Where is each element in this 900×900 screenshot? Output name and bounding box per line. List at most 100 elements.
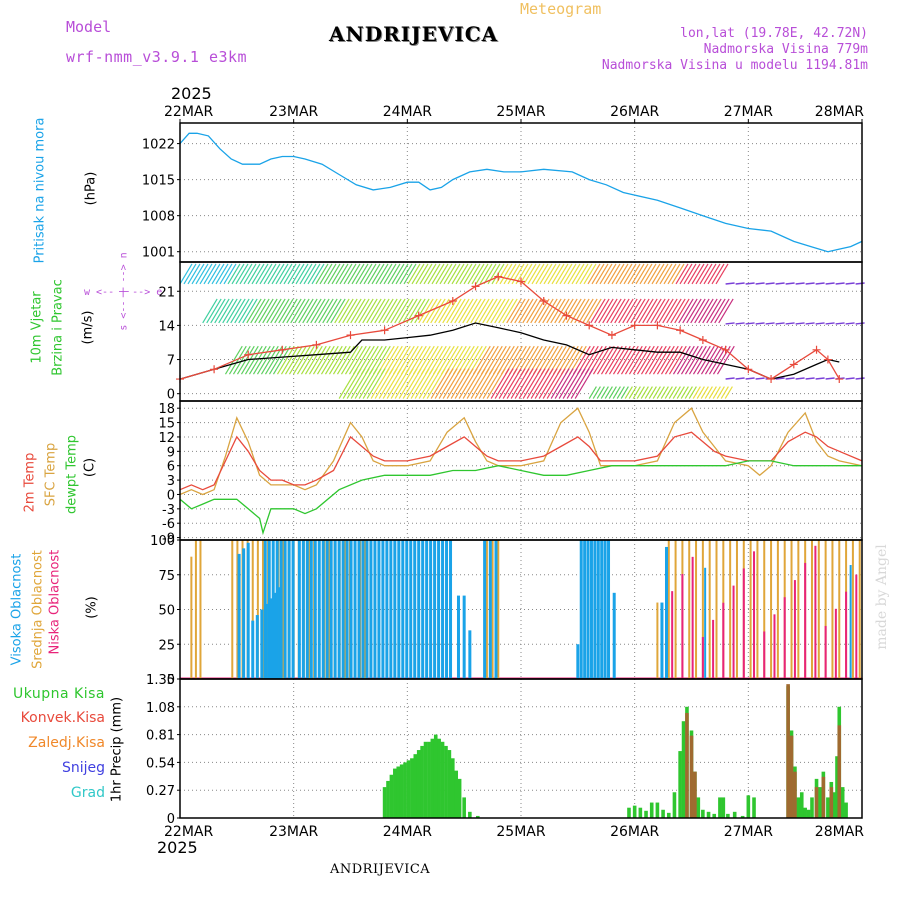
wind-barb — [191, 263, 205, 285]
wind-barb — [203, 263, 217, 285]
wind-barb — [359, 263, 373, 285]
wind-barb — [566, 298, 582, 324]
wind-barb — [354, 298, 370, 324]
precip-total-bar — [732, 811, 737, 818]
wind-arrow — [775, 282, 785, 285]
cloud-bar — [667, 540, 670, 679]
wind-barb — [570, 298, 586, 324]
cloud-bar — [267, 540, 271, 679]
wind-barb — [350, 298, 366, 324]
model-altitude-text: Nadmorska Visina u modelu 1194.81m — [601, 58, 868, 73]
cloud-bar — [814, 545, 817, 679]
wind-barb — [607, 263, 621, 285]
wind-arrow — [835, 322, 845, 325]
cloud-bar — [810, 540, 813, 679]
wind-barb — [338, 298, 354, 324]
wind-barb — [199, 263, 213, 285]
wind-barb — [386, 298, 402, 324]
wind-barb — [340, 345, 359, 375]
gust-marker — [812, 345, 821, 354]
wind-barb — [602, 298, 618, 324]
day-label-top: 23MAR — [269, 104, 318, 120]
precip-total-bar — [406, 760, 411, 818]
wind-barb — [700, 345, 719, 375]
precip-total-bar — [721, 797, 726, 818]
precip-total-bar — [632, 805, 637, 818]
wind-barb — [712, 386, 721, 399]
wind-arrow — [805, 377, 815, 380]
wind-barb — [555, 263, 569, 285]
precip-total-bar — [840, 787, 845, 818]
y-tick-label: 0.27 — [146, 784, 175, 799]
wind-barb — [346, 298, 362, 324]
wind-barb — [531, 263, 545, 285]
wind-barb — [339, 263, 353, 285]
cloud-bar — [381, 540, 385, 679]
wind-barb — [279, 263, 293, 285]
wind-barb — [466, 368, 486, 399]
wind-barb — [551, 263, 565, 285]
precip-total-bar — [420, 745, 424, 818]
wind-barb — [652, 345, 671, 375]
cloud-bar — [263, 540, 267, 679]
wind-barb — [667, 263, 681, 285]
wind-barb — [395, 263, 409, 285]
wind-barb — [442, 368, 462, 399]
y-tick-label: 18 — [158, 402, 175, 417]
wind-barb — [567, 263, 581, 285]
gust-marker — [698, 336, 707, 345]
cloud-bar — [373, 540, 377, 679]
wind-barb — [600, 345, 619, 375]
wind-barb — [386, 368, 406, 399]
wind-barb — [378, 368, 398, 399]
cloud-bar — [325, 540, 329, 679]
wind-barb — [614, 298, 630, 324]
cloud-bar — [797, 540, 800, 679]
y-tick-label: 0 — [167, 388, 175, 403]
day-label-top: 28MAR — [815, 104, 864, 120]
wind-barb — [418, 368, 438, 399]
wind-barb — [651, 263, 665, 285]
y-tick-label: 9 — [167, 445, 175, 460]
wind-barb — [427, 263, 441, 285]
gust-marker — [789, 360, 798, 369]
cloud-bar — [756, 540, 759, 679]
wind-barb — [668, 386, 677, 399]
wind-barb — [620, 386, 629, 399]
wind-barb — [620, 345, 639, 375]
wind-arrow — [815, 322, 825, 325]
wind-barb — [631, 263, 645, 285]
precip-conv-bar — [685, 712, 689, 818]
wind-barb — [439, 263, 453, 285]
precip-total-bar — [386, 780, 390, 818]
panel-border — [179, 678, 863, 819]
cloud-bar — [317, 540, 321, 679]
wind-barb — [563, 263, 577, 285]
wind-barb — [518, 298, 534, 324]
wind-barb — [558, 298, 574, 324]
wind-barb — [415, 263, 429, 285]
cloud-bar — [849, 565, 852, 679]
wind-barb — [246, 298, 262, 324]
wind-barb — [402, 298, 418, 324]
cloud-bar — [793, 580, 796, 679]
day-label-bottom: 26MAR — [610, 824, 659, 840]
wind-barb — [634, 298, 650, 324]
temp-2m-line — [179, 431, 863, 491]
wind-barb — [231, 263, 245, 285]
wind-arrow — [735, 282, 745, 285]
wind-barb — [671, 263, 685, 285]
wind-barb — [604, 345, 623, 375]
y-tick-label: 12 — [158, 431, 175, 446]
wind-barb — [332, 345, 351, 375]
gust-marker — [653, 321, 662, 330]
precip-total-bar — [638, 807, 643, 818]
wind-barb — [644, 345, 663, 375]
wind-barb — [323, 263, 337, 285]
wind-barb — [616, 386, 625, 399]
precip-conv-bar — [821, 776, 826, 818]
wind-barb — [686, 298, 702, 324]
cloud-bar — [732, 585, 735, 679]
cloud-bar — [712, 619, 715, 679]
cloud-bar — [603, 540, 607, 679]
